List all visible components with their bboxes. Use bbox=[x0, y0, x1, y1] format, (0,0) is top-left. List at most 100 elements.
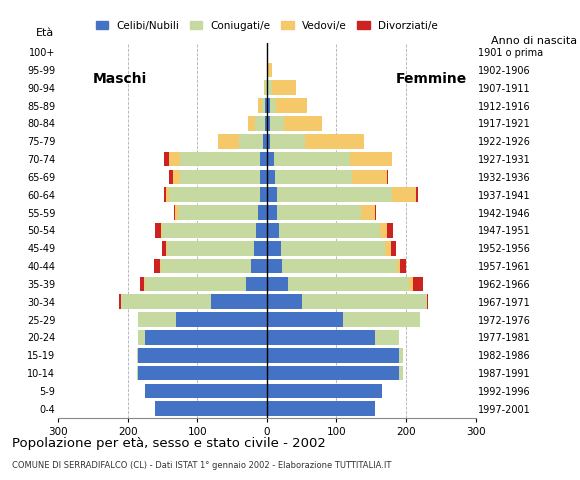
Bar bbox=[267, 401, 375, 416]
Bar bbox=[260, 152, 267, 167]
Bar bbox=[140, 276, 144, 291]
Bar bbox=[284, 116, 322, 131]
Bar bbox=[267, 187, 277, 202]
Bar bbox=[254, 241, 267, 255]
Bar bbox=[263, 134, 267, 149]
Bar bbox=[267, 116, 270, 131]
Bar bbox=[145, 330, 267, 345]
Bar bbox=[270, 98, 276, 113]
Bar bbox=[267, 62, 268, 77]
Bar bbox=[256, 223, 267, 238]
Bar bbox=[267, 366, 399, 380]
Bar bbox=[375, 205, 376, 220]
Bar bbox=[280, 223, 380, 238]
Bar bbox=[267, 330, 375, 345]
Bar bbox=[162, 241, 166, 255]
Bar bbox=[267, 259, 282, 274]
Bar bbox=[246, 276, 267, 291]
Text: Femmine: Femmine bbox=[396, 72, 467, 86]
Bar bbox=[169, 152, 180, 167]
Bar bbox=[387, 223, 393, 238]
Bar bbox=[259, 205, 267, 220]
Bar bbox=[361, 205, 375, 220]
Bar bbox=[282, 259, 397, 274]
Bar bbox=[268, 81, 271, 95]
Bar bbox=[138, 312, 176, 327]
Bar bbox=[248, 116, 255, 131]
Bar bbox=[267, 98, 270, 113]
Bar bbox=[270, 116, 284, 131]
Bar bbox=[267, 276, 288, 291]
Bar bbox=[119, 294, 121, 309]
Bar bbox=[145, 276, 246, 291]
Bar bbox=[277, 205, 361, 220]
Bar bbox=[399, 348, 403, 362]
Bar bbox=[137, 348, 138, 362]
Bar bbox=[166, 187, 169, 202]
Bar bbox=[267, 241, 281, 255]
Bar bbox=[138, 330, 145, 345]
Bar bbox=[161, 223, 162, 238]
Bar bbox=[260, 169, 267, 184]
Bar bbox=[267, 384, 382, 398]
Bar bbox=[175, 205, 179, 220]
Bar bbox=[180, 169, 260, 184]
Bar bbox=[121, 294, 211, 309]
Bar bbox=[267, 312, 343, 327]
Legend: Celibi/Nubili, Coniugati/e, Vedovi/e, Divorziati/e: Celibi/Nubili, Coniugati/e, Vedovi/e, Di… bbox=[92, 17, 442, 35]
Bar bbox=[138, 348, 267, 362]
Bar bbox=[267, 169, 275, 184]
Bar bbox=[267, 205, 277, 220]
Bar bbox=[385, 241, 391, 255]
Bar bbox=[266, 81, 267, 95]
Bar bbox=[266, 98, 267, 113]
Bar bbox=[275, 169, 351, 184]
Bar bbox=[162, 223, 256, 238]
Bar bbox=[144, 276, 145, 291]
Bar bbox=[288, 276, 409, 291]
Bar bbox=[169, 187, 260, 202]
Bar bbox=[155, 401, 267, 416]
Bar bbox=[397, 259, 400, 274]
Bar bbox=[218, 134, 239, 149]
Bar bbox=[271, 81, 296, 95]
Text: COMUNE DI SERRADIFALCO (CL) - Dati ISTAT 1° gennaio 2002 - Elaborazione TUTTITAL: COMUNE DI SERRADIFALCO (CL) - Dati ISTAT… bbox=[12, 461, 391, 470]
Bar bbox=[161, 259, 252, 274]
Bar bbox=[380, 223, 387, 238]
Bar bbox=[350, 152, 392, 167]
Text: Anno di nascita: Anno di nascita bbox=[491, 36, 577, 46]
Bar bbox=[145, 384, 267, 398]
Bar bbox=[267, 81, 268, 95]
Bar bbox=[262, 98, 266, 113]
Bar bbox=[305, 134, 364, 149]
Bar bbox=[264, 81, 266, 95]
Bar bbox=[154, 259, 160, 274]
Bar bbox=[276, 98, 307, 113]
Bar bbox=[392, 187, 416, 202]
Bar bbox=[167, 241, 254, 255]
Bar bbox=[160, 259, 161, 274]
Bar bbox=[266, 116, 267, 131]
Bar bbox=[400, 259, 406, 274]
Bar bbox=[173, 169, 180, 184]
Bar bbox=[176, 312, 267, 327]
Bar bbox=[399, 366, 403, 380]
Bar bbox=[427, 294, 428, 309]
Bar bbox=[260, 187, 267, 202]
Bar bbox=[375, 330, 399, 345]
Bar bbox=[137, 366, 138, 380]
Text: Maschi: Maschi bbox=[93, 72, 147, 86]
Bar bbox=[179, 205, 259, 220]
Bar bbox=[267, 134, 270, 149]
Bar bbox=[164, 187, 166, 202]
Bar bbox=[267, 152, 274, 167]
Bar bbox=[267, 294, 302, 309]
Bar bbox=[252, 259, 267, 274]
Bar bbox=[255, 116, 266, 131]
Bar bbox=[281, 241, 385, 255]
Bar bbox=[277, 187, 392, 202]
Bar bbox=[211, 294, 267, 309]
Bar bbox=[386, 169, 388, 184]
Bar bbox=[164, 152, 169, 167]
Bar bbox=[270, 134, 305, 149]
